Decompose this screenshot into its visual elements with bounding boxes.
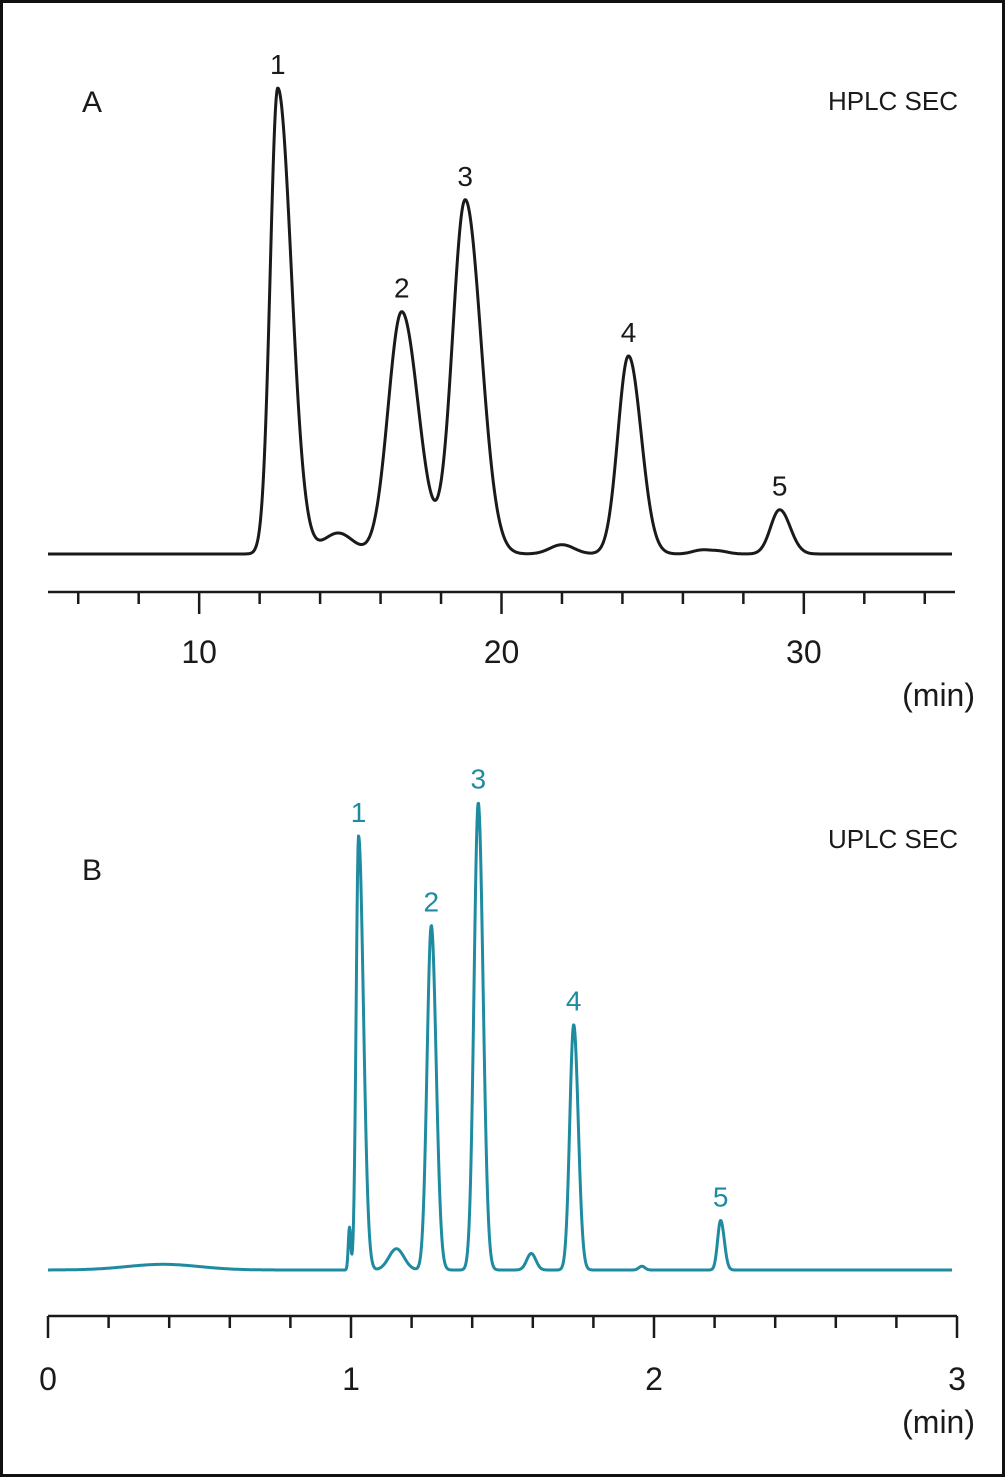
x-tick-label: 1 <box>342 1361 360 1397</box>
panel-a-peak-labels: 1 2 3 4 5 <box>270 49 787 502</box>
panel-b-x-axis-label: (min) <box>902 1404 975 1440</box>
x-tick-label: 20 <box>484 634 520 670</box>
panel-a: A HPLC SEC 1 2 3 4 5 10 20 30 (min) <box>47 49 975 713</box>
peak-label-2: 2 <box>394 273 410 304</box>
x-tick-label: 10 <box>181 634 217 670</box>
peak-label-3: 3 <box>470 764 486 795</box>
panel-b-peak-labels: 1 2 3 4 5 <box>351 764 729 1213</box>
peak-label-4: 4 <box>566 986 582 1017</box>
panel-a-title: HPLC SEC <box>828 86 958 116</box>
panel-b-x-ticks: 0 1 2 3 <box>39 1316 966 1397</box>
panel-b-title: UPLC SEC <box>828 824 958 854</box>
x-tick-label: 3 <box>948 1361 966 1397</box>
x-tick-label: 30 <box>786 634 822 670</box>
x-tick-label: 0 <box>39 1361 57 1397</box>
peak-label-3: 3 <box>457 161 473 192</box>
panel-a-label: A <box>82 86 102 119</box>
peak-label-4: 4 <box>621 317 637 348</box>
panel-a-trace <box>47 86 953 556</box>
panel-b: B UPLC SEC 1 2 3 4 5 0 1 2 3 (min) <box>39 764 975 1440</box>
panel-a-x-axis-label: (min) <box>902 677 975 713</box>
x-tick-label: 2 <box>645 1361 663 1397</box>
peak-label-2: 2 <box>424 886 440 917</box>
peak-label-1: 1 <box>351 797 367 828</box>
peak-label-1: 1 <box>270 49 286 80</box>
peak-label-5: 5 <box>772 471 788 502</box>
peak-label-5: 5 <box>713 1181 729 1212</box>
panel-a-x-ticks: 10 20 30 <box>76 592 927 670</box>
panel-b-trace <box>47 801 953 1272</box>
panel-b-label: B <box>82 854 102 887</box>
